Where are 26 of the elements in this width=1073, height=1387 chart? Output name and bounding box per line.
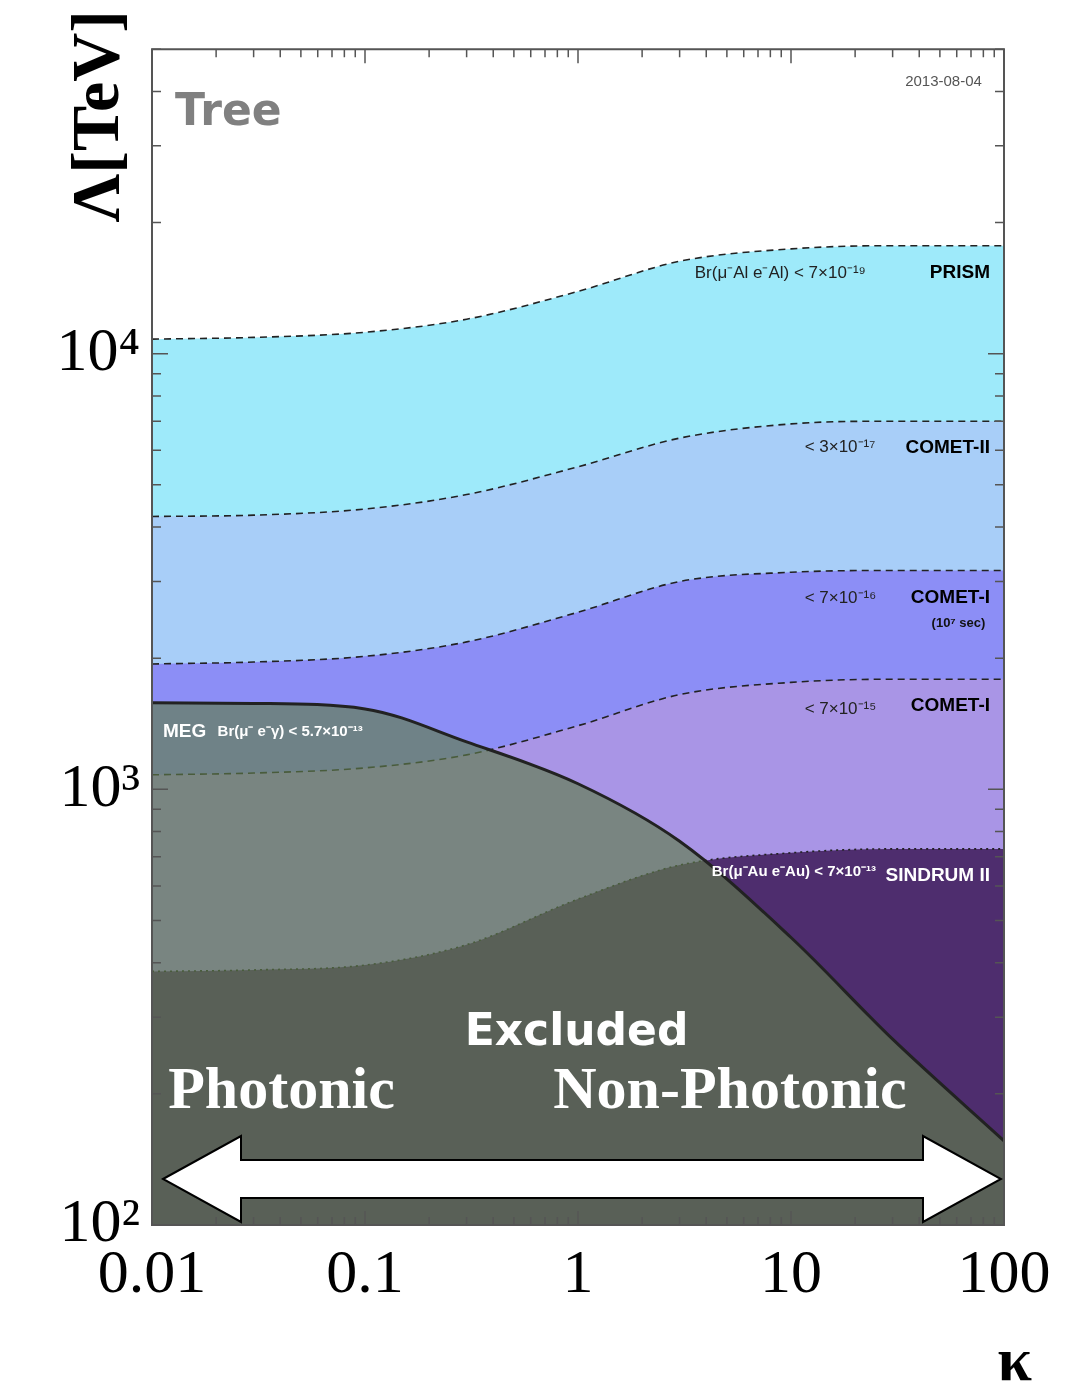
annotation: < 7×10⁻¹⁶ — [804, 587, 877, 607]
y-tick-label: 10³ — [59, 750, 140, 819]
x-tick-label: 100 — [957, 1237, 1051, 1306]
series-label: PRISM — [929, 260, 990, 282]
annotation: < 7×10⁻¹⁵ — [804, 698, 877, 718]
annotation: < 3×10⁻¹⁷ — [804, 437, 876, 457]
legend-label: COMET-II — [905, 436, 990, 458]
x-axis-title: κ — [997, 1325, 1032, 1387]
x-tick-label: 0.1 — [326, 1237, 404, 1306]
y-axis-title: Λ[TeV] — [57, 10, 133, 223]
series-label: COMET-I — [910, 694, 990, 716]
annotation: Photonic — [168, 1054, 395, 1121]
annotation: 2013-08-04 — [905, 72, 982, 90]
annotation: Br(μ⁻Al e⁻Al) < 7×10⁻¹⁹ — [694, 263, 866, 283]
annotation: (10⁷ sec) — [931, 614, 986, 630]
series-label: MEG — [163, 720, 207, 742]
annotation: Non-Photonic — [553, 1054, 907, 1121]
x-tick-label: 10 — [760, 1237, 822, 1306]
series-label: COMET-I — [910, 585, 990, 607]
annotation: Tree — [175, 84, 282, 136]
y-tick-label: 10⁴ — [56, 314, 140, 383]
annotation: Excluded — [464, 1003, 689, 1055]
annotation: Br(μ⁻Au e⁻Au) < 7×10⁻¹³ — [711, 862, 876, 880]
x-tick-label: 1 — [562, 1237, 594, 1306]
annotation: Br(μ⁻ e⁻γ) < 5.7×10⁻¹³ — [217, 722, 363, 740]
legend-label: SINDRUM II — [885, 864, 990, 886]
